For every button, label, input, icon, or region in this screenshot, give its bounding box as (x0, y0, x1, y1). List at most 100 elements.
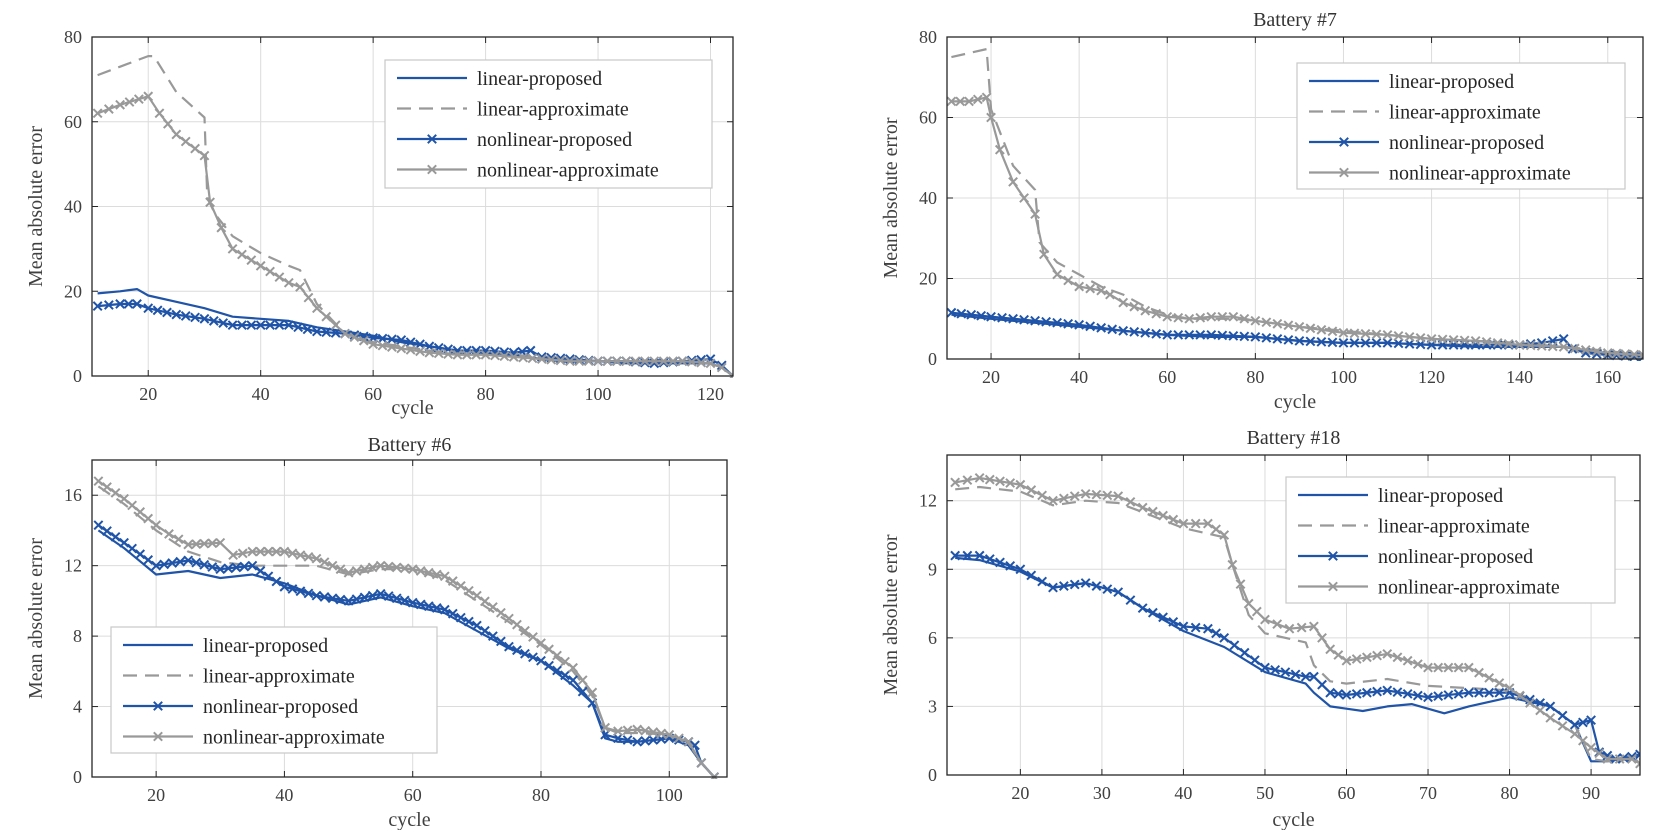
series-point-nonlinear-approximate (1184, 313, 1195, 324)
series-point-nonlinear-approximate (424, 347, 435, 358)
series-point-nonlinear-proposed (986, 311, 996, 322)
series-point-nonlinear-proposed (1091, 581, 1102, 591)
series-point-nonlinear-proposed (239, 561, 250, 572)
series-point-nonlinear-proposed (1137, 603, 1148, 614)
series-point-nonlinear-proposed (1270, 664, 1281, 675)
series-point-nonlinear-approximate (1261, 317, 1272, 328)
series-point-nonlinear-proposed (311, 590, 322, 601)
series-point-nonlinear-proposed (1327, 337, 1338, 348)
series-point-nonlinear-approximate (504, 613, 514, 624)
series-point-nonlinear-approximate (512, 619, 522, 630)
series-point-nonlinear-approximate (1118, 297, 1129, 308)
series-point-nonlinear-proposed (950, 550, 961, 561)
x-tick-label: 40 (1070, 367, 1088, 387)
series-point-nonlinear-proposed (191, 557, 202, 568)
legend: linear-proposed linear-approximate nonline… (1285, 476, 1616, 604)
series-point-nonlinear-approximate (480, 349, 491, 360)
legend: linear-proposed linear-approximate nonline… (1296, 62, 1626, 190)
series-point-nonlinear-approximate (246, 255, 257, 266)
series-point-nonlinear-approximate (407, 564, 418, 575)
series-point-nonlinear-approximate (560, 656, 570, 667)
series-point-nonlinear-approximate (1578, 735, 1588, 746)
series-point-nonlinear-approximate (110, 487, 121, 498)
series-point-nonlinear-proposed (1015, 564, 1026, 575)
series-point-nonlinear-proposed (1557, 710, 1568, 721)
legend-marker-nonlinear-proposed (1328, 551, 1338, 561)
series-point-nonlinear-approximate (1091, 489, 1102, 500)
series-point-nonlinear-proposed (265, 320, 275, 331)
series-point-nonlinear-proposed (143, 303, 154, 314)
series-point-nonlinear-approximate (1602, 754, 1613, 764)
series-point-nonlinear-approximate (1308, 621, 1319, 632)
series-point-nonlinear-proposed (504, 641, 514, 652)
series-point-nonlinear-approximate (1026, 485, 1037, 495)
series-point-nonlinear-proposed (327, 593, 338, 604)
x-tick-label: 40 (252, 384, 270, 404)
series-point-nonlinear-proposed (127, 543, 137, 554)
x-tick-label: 120 (697, 384, 724, 404)
series-point-nonlinear-proposed (152, 305, 163, 316)
x-tick-label: 50 (1256, 783, 1274, 803)
series-point-nonlinear-approximate (1514, 690, 1525, 701)
series-point-nonlinear-proposed (1578, 717, 1588, 728)
series-point-nonlinear-approximate (602, 356, 613, 367)
series-point-nonlinear-proposed (632, 736, 643, 747)
series-point-nonlinear-approximate (303, 292, 314, 303)
series-point-nonlinear-approximate (947, 96, 957, 107)
series-point-nonlinear-proposed (367, 590, 378, 601)
series-point-nonlinear-proposed (1140, 327, 1151, 338)
series-point-nonlinear-proposed (359, 592, 370, 603)
series-point-nonlinear-proposed (415, 599, 426, 610)
series-point-nonlinear-approximate (1494, 678, 1505, 688)
series-point-nonlinear-approximate (340, 328, 350, 339)
series-point-nonlinear-proposed (132, 299, 142, 309)
series-point-nonlinear-approximate (415, 566, 426, 576)
legend-label-nonlinear-approximate: nonlinear-approximate (203, 727, 385, 749)
legend-label-nonlinear-approximate: nonlinear-approximate (1378, 577, 1560, 599)
series-point-nonlinear-approximate (1037, 490, 1048, 501)
series-point-nonlinear-proposed (1229, 640, 1240, 651)
series-point-nonlinear-approximate (686, 356, 697, 367)
series-point-nonlinear-approximate (135, 507, 146, 517)
series-point-nonlinear-approximate (1102, 490, 1113, 501)
y-tick-label: 0 (73, 366, 82, 386)
legend-label-linear-approximate: linear-approximate (1378, 516, 1530, 538)
series-point-nonlinear-approximate (321, 311, 332, 322)
series-point-nonlinear-approximate (377, 340, 388, 351)
series-point-nonlinear-approximate (1069, 491, 1080, 502)
series-point-nonlinear-approximate (1158, 510, 1168, 521)
y-tick-label: 20 (919, 269, 937, 289)
x-tick-label: 20 (1011, 783, 1029, 803)
series-point-nonlinear-approximate (649, 356, 660, 367)
series-point-nonlinear-approximate (423, 567, 434, 578)
series-point-nonlinear-proposed (1308, 671, 1319, 682)
series-point-nonlinear-approximate (696, 357, 707, 368)
series-point-nonlinear-approximate (1243, 598, 1254, 609)
series-point-nonlinear-approximate (471, 590, 482, 601)
series-point-nonlinear-proposed (293, 322, 304, 333)
y-tick-label: 4 (73, 697, 82, 717)
x-tick-label: 100 (656, 785, 683, 805)
series-point-nonlinear-proposed (1184, 329, 1195, 340)
series-point-nonlinear-proposed (552, 665, 562, 676)
series-point-nonlinear-approximate (716, 362, 727, 373)
series-point-nonlinear-approximate (1569, 343, 1580, 354)
legend-label-nonlinear-approximate: nonlinear-approximate (477, 160, 659, 182)
series-point-nonlinear-proposed (1147, 607, 1158, 618)
series-point-nonlinear-approximate (431, 569, 442, 580)
series-point-nonlinear-approximate (1217, 311, 1228, 322)
series-point-nonlinear-approximate (405, 344, 416, 355)
legend-box (1296, 62, 1626, 190)
series-point-nonlinear-proposed (1239, 331, 1250, 342)
series-point-nonlinear-proposed (1558, 333, 1569, 344)
series-point-nonlinear-proposed (246, 320, 257, 331)
series-point-nonlinear-approximate (490, 350, 500, 361)
y-tick-label: 8 (73, 626, 82, 646)
x-tick-label: 40 (1174, 783, 1192, 803)
x-tick-label: 60 (1158, 367, 1176, 387)
y-tick-label: 0 (928, 765, 937, 785)
series-point-nonlinear-proposed (399, 595, 410, 606)
y-tick-label: 0 (928, 349, 937, 369)
legend-marker-nonlinear-approximate (1328, 581, 1338, 592)
y-tick-label: 6 (928, 628, 937, 648)
